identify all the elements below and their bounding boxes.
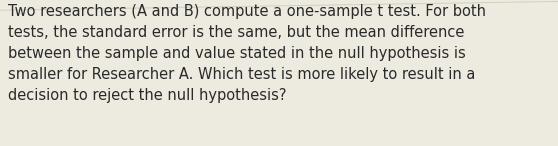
Text: Two researchers (A and B) compute a one-sample t test. For both
tests, the stand: Two researchers (A and B) compute a one-…	[8, 4, 487, 103]
